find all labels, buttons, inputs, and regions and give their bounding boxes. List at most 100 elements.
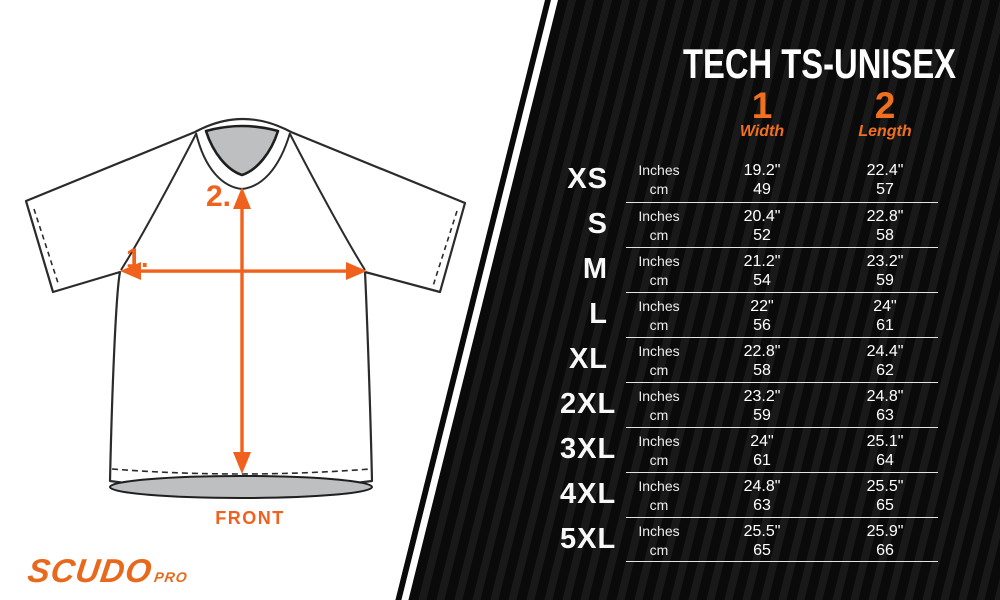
size-table-panel: TECH TS-UNISEX 1 Width 2 Length XS Inches…	[560, 0, 1000, 600]
width-inches-value: 22.8"	[743, 343, 781, 360]
width-cm-value: 49	[753, 181, 771, 198]
length-inches-value: 24.4"	[866, 343, 904, 360]
width-inches-value: 21.2"	[743, 253, 781, 270]
unit-labels: Inches cm	[626, 432, 692, 472]
width-values: 20.4" 52	[692, 207, 832, 247]
length-inches-value: 24"	[873, 298, 897, 315]
size-label: S	[587, 208, 608, 240]
unit-labels: Inches cm	[626, 161, 692, 202]
width-cm-value: 61	[753, 452, 771, 469]
length-cm-value: 64	[876, 452, 894, 469]
length-column-label: Length	[858, 123, 912, 140]
length-inches-value: 25.9"	[866, 523, 904, 540]
size-label: XL	[568, 343, 608, 375]
front-label: FRONT	[215, 508, 285, 528]
unit-inches-label: Inches	[638, 478, 680, 494]
unit-labels: Inches cm	[626, 207, 692, 247]
unit-inches-label: Inches	[638, 523, 680, 539]
table-column-headers: 1 Width 2 Length	[626, 85, 938, 141]
unit-inches-label: Inches	[638, 388, 680, 404]
unit-labels: Inches cm	[626, 297, 692, 337]
width-inches-value: 24.8"	[743, 478, 781, 495]
row-values: Inches cm 20.4" 52 22.8" 58	[626, 202, 938, 247]
length-values: 22.4" 57	[832, 161, 938, 202]
left-raglan-seam	[120, 133, 197, 271]
width-column-label: Width	[739, 123, 785, 140]
unit-labels: Inches cm	[626, 477, 692, 517]
table-row: 4XL Inches cm 24.8" 63 25.5" 65	[560, 472, 938, 517]
width-values: 25.5" 65	[692, 522, 832, 561]
brand-logo: SCUDO PRO	[25, 552, 191, 590]
length-inches-value: 24.8"	[866, 388, 904, 405]
size-label: 5XL	[560, 523, 617, 555]
table-row: 2XL Inches cm 23.2" 59 24.8" 63	[560, 382, 938, 427]
length-cm-value: 65	[876, 497, 894, 514]
length-column-number: 2	[874, 85, 896, 126]
size-label: XS	[567, 163, 608, 195]
row-values: Inches cm 22" 56 24" 61	[626, 292, 938, 337]
length-arrow	[233, 187, 251, 474]
shirt-diagram: 1. 2. FRONT	[24, 118, 467, 528]
length-values: 24.4" 62	[832, 342, 938, 382]
unit-cm-label: cm	[649, 227, 669, 243]
unit-inches-label: Inches	[638, 208, 680, 224]
width-cm-value: 52	[753, 227, 771, 244]
length-values: 25.1" 64	[832, 432, 938, 472]
width-values: 24" 61	[692, 432, 832, 472]
size-label: M	[582, 253, 608, 285]
length-cm-value: 57	[876, 181, 894, 198]
unit-cm-label: cm	[649, 362, 669, 378]
unit-inches-label: Inches	[638, 298, 680, 314]
width-values: 22" 56	[692, 297, 832, 337]
unit-column-header	[626, 90, 692, 141]
width-inches-value: 25.5"	[743, 523, 781, 540]
unit-labels: Inches cm	[626, 342, 692, 382]
width-values: 19.2" 49	[692, 161, 832, 202]
row-values: Inches cm 25.5" 65 25.9" 66	[626, 517, 938, 562]
width-inches-value: 19.2"	[743, 162, 781, 179]
right-raglan-seam	[289, 133, 366, 271]
width-values: 23.2" 59	[692, 387, 832, 427]
unit-labels: Inches cm	[626, 522, 692, 561]
hem-stitch-line	[111, 468, 371, 475]
length-inches-value: 25.5"	[866, 478, 904, 495]
width-cm-value: 56	[753, 317, 771, 334]
row-values: Inches cm 23.2" 59 24.8" 63	[626, 382, 938, 427]
size-label: 4XL	[560, 478, 617, 510]
size-label: 3XL	[560, 433, 617, 465]
length-values: 25.9" 66	[832, 522, 938, 561]
row-values: Inches cm 24" 61 25.1" 64	[626, 427, 938, 472]
unit-inches-label: Inches	[638, 162, 680, 178]
neck-insert	[204, 124, 280, 177]
left-cuff-stitch-line	[33, 208, 60, 287]
unit-cm-label: cm	[649, 407, 669, 423]
width-inches-value: 23.2"	[743, 388, 781, 405]
length-inches-value: 22.8"	[866, 208, 904, 225]
unit-labels: Inches cm	[626, 387, 692, 427]
width-column-number: 1	[751, 85, 773, 126]
table-row: 5XL Inches cm 25.5" 65 25.9" 66	[560, 517, 938, 562]
brand-logo-suffix: PRO	[153, 569, 189, 585]
width-column-header: 1 Width	[692, 85, 832, 141]
unit-inches-label: Inches	[638, 343, 680, 359]
table-row: XL Inches cm 22.8" 58 24.4" 62	[560, 337, 938, 382]
width-values: 24.8" 63	[692, 477, 832, 517]
table-row: M Inches cm 21.2" 54 23.2" 59	[560, 247, 938, 292]
length-values: 25.5" 65	[832, 477, 938, 517]
length-values: 24" 61	[832, 297, 938, 337]
row-values: Inches cm 24.8" 63 25.5" 65	[626, 472, 938, 517]
length-column-header: 2 Length	[832, 85, 938, 141]
length-marker-label: 2.	[206, 180, 231, 213]
row-values: Inches cm 22.8" 58 24.4" 62	[626, 337, 938, 382]
unit-inches-label: Inches	[638, 253, 680, 269]
width-arrow	[120, 262, 367, 280]
width-values: 21.2" 54	[692, 252, 832, 292]
unit-cm-label: cm	[649, 452, 669, 468]
table-row: L Inches cm 22" 56 24" 61	[560, 292, 938, 337]
length-cm-value: 62	[876, 362, 894, 379]
width-marker-label: 1.	[126, 243, 149, 273]
width-inches-value: 22"	[750, 298, 774, 315]
width-cm-value: 58	[753, 362, 771, 379]
length-values: 22.8" 58	[832, 207, 938, 247]
